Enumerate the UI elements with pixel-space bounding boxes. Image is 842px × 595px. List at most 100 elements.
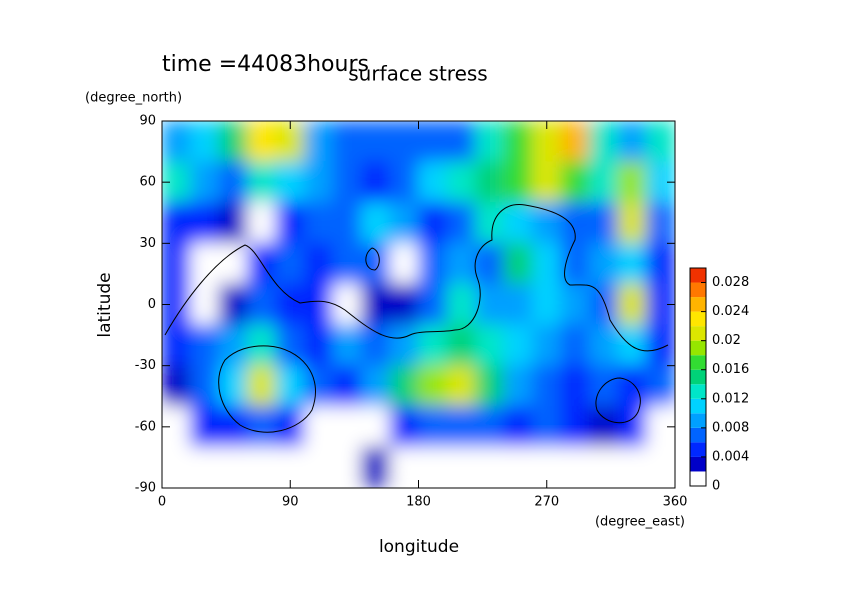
field-cell xyxy=(560,365,590,407)
field-cell xyxy=(190,202,220,244)
field-cell xyxy=(589,283,619,326)
field-cell xyxy=(475,405,505,448)
field-cell xyxy=(332,121,362,163)
y-tick-label: 0 xyxy=(148,297,156,312)
field-cell xyxy=(646,121,675,163)
colorbar-tick-label: 0.012 xyxy=(712,391,749,406)
field-cell xyxy=(617,405,647,448)
field-cell xyxy=(218,202,248,244)
field-cell xyxy=(446,405,476,448)
field-cell xyxy=(247,202,277,244)
field-cell xyxy=(589,121,619,163)
field-cell xyxy=(589,324,619,367)
x-tick-label: 90 xyxy=(282,495,299,510)
field-cell xyxy=(532,283,562,326)
field-cell xyxy=(304,283,334,326)
cells xyxy=(162,121,675,488)
field-cell xyxy=(446,161,476,204)
field-cell xyxy=(446,365,476,407)
field-cell xyxy=(162,324,191,367)
colorbar-frame xyxy=(689,267,707,487)
field-cell xyxy=(247,405,277,448)
field-cell xyxy=(418,121,448,163)
field-cell xyxy=(304,161,334,204)
colorbar-band xyxy=(690,340,706,356)
field-cell xyxy=(446,283,476,326)
y-tick-label: -30 xyxy=(135,358,156,373)
y-tick-label: 90 xyxy=(139,114,156,129)
field-cell xyxy=(617,202,647,244)
field-cell xyxy=(560,324,590,367)
field-cell xyxy=(418,324,448,367)
field-cell xyxy=(304,324,334,367)
field-cell xyxy=(275,365,305,407)
field-cell xyxy=(247,161,277,204)
field-cell xyxy=(475,242,505,285)
field-cell xyxy=(361,405,391,448)
field-cell xyxy=(475,446,505,488)
field-cell xyxy=(503,324,533,367)
field-cell xyxy=(190,324,220,367)
field-cell xyxy=(532,365,562,407)
colorbar-band xyxy=(690,311,706,327)
colorbar-band xyxy=(690,471,706,486)
field-cell xyxy=(332,405,362,448)
field-cell xyxy=(617,365,647,407)
colorbar-band xyxy=(690,326,706,341)
field-cell xyxy=(646,324,675,367)
field xyxy=(162,121,675,488)
field-cell xyxy=(190,446,220,488)
field-cell xyxy=(418,161,448,204)
field-cell xyxy=(361,283,391,326)
field-cell xyxy=(560,446,590,488)
colorbar-tick-label: 0.004 xyxy=(712,449,749,464)
field-cell xyxy=(162,365,191,407)
field-cell xyxy=(446,202,476,244)
field-cell xyxy=(418,283,448,326)
field-cell xyxy=(218,242,248,285)
field-cell xyxy=(247,283,277,326)
field-cell xyxy=(475,202,505,244)
field-cell xyxy=(332,202,362,244)
field-cell xyxy=(560,121,590,163)
field-cell xyxy=(475,365,505,407)
field-cell xyxy=(190,365,220,407)
y-tick-label: -60 xyxy=(135,419,156,434)
field-cell xyxy=(503,446,533,488)
field-cell xyxy=(304,202,334,244)
field-cell xyxy=(503,202,533,244)
field-cell xyxy=(275,242,305,285)
y-tick-label: 60 xyxy=(139,175,156,190)
field-cell xyxy=(446,242,476,285)
x-tick-label: 270 xyxy=(534,495,559,510)
field-cell xyxy=(560,405,590,448)
field-cell xyxy=(532,202,562,244)
field-cell xyxy=(162,446,191,488)
field-cell xyxy=(503,121,533,163)
field-cell xyxy=(247,446,277,488)
field-cell xyxy=(418,405,448,448)
y-tick-label: 30 xyxy=(139,236,156,251)
field-cell xyxy=(389,405,419,448)
field-cell xyxy=(218,161,248,204)
x-unit: (degree_east) xyxy=(595,515,685,530)
colorbar-band xyxy=(690,355,706,370)
field-cell xyxy=(162,242,191,285)
field-cell xyxy=(162,121,191,163)
field-cell xyxy=(361,202,391,244)
field-cell xyxy=(389,242,419,285)
field-cell xyxy=(361,161,391,204)
colorbar-tick-label: 0.016 xyxy=(712,362,749,377)
field-cell xyxy=(332,365,362,407)
field-cell xyxy=(475,121,505,163)
field-cell xyxy=(361,242,391,285)
field-cell xyxy=(332,283,362,326)
field-cell xyxy=(389,283,419,326)
colorbar-band xyxy=(690,427,706,443)
x-tick-label: 0 xyxy=(158,495,166,510)
field-cell xyxy=(503,365,533,407)
field-cell xyxy=(646,242,675,285)
field-cell xyxy=(247,121,277,163)
field-cell xyxy=(503,405,533,448)
x-label: longitude xyxy=(379,537,459,557)
